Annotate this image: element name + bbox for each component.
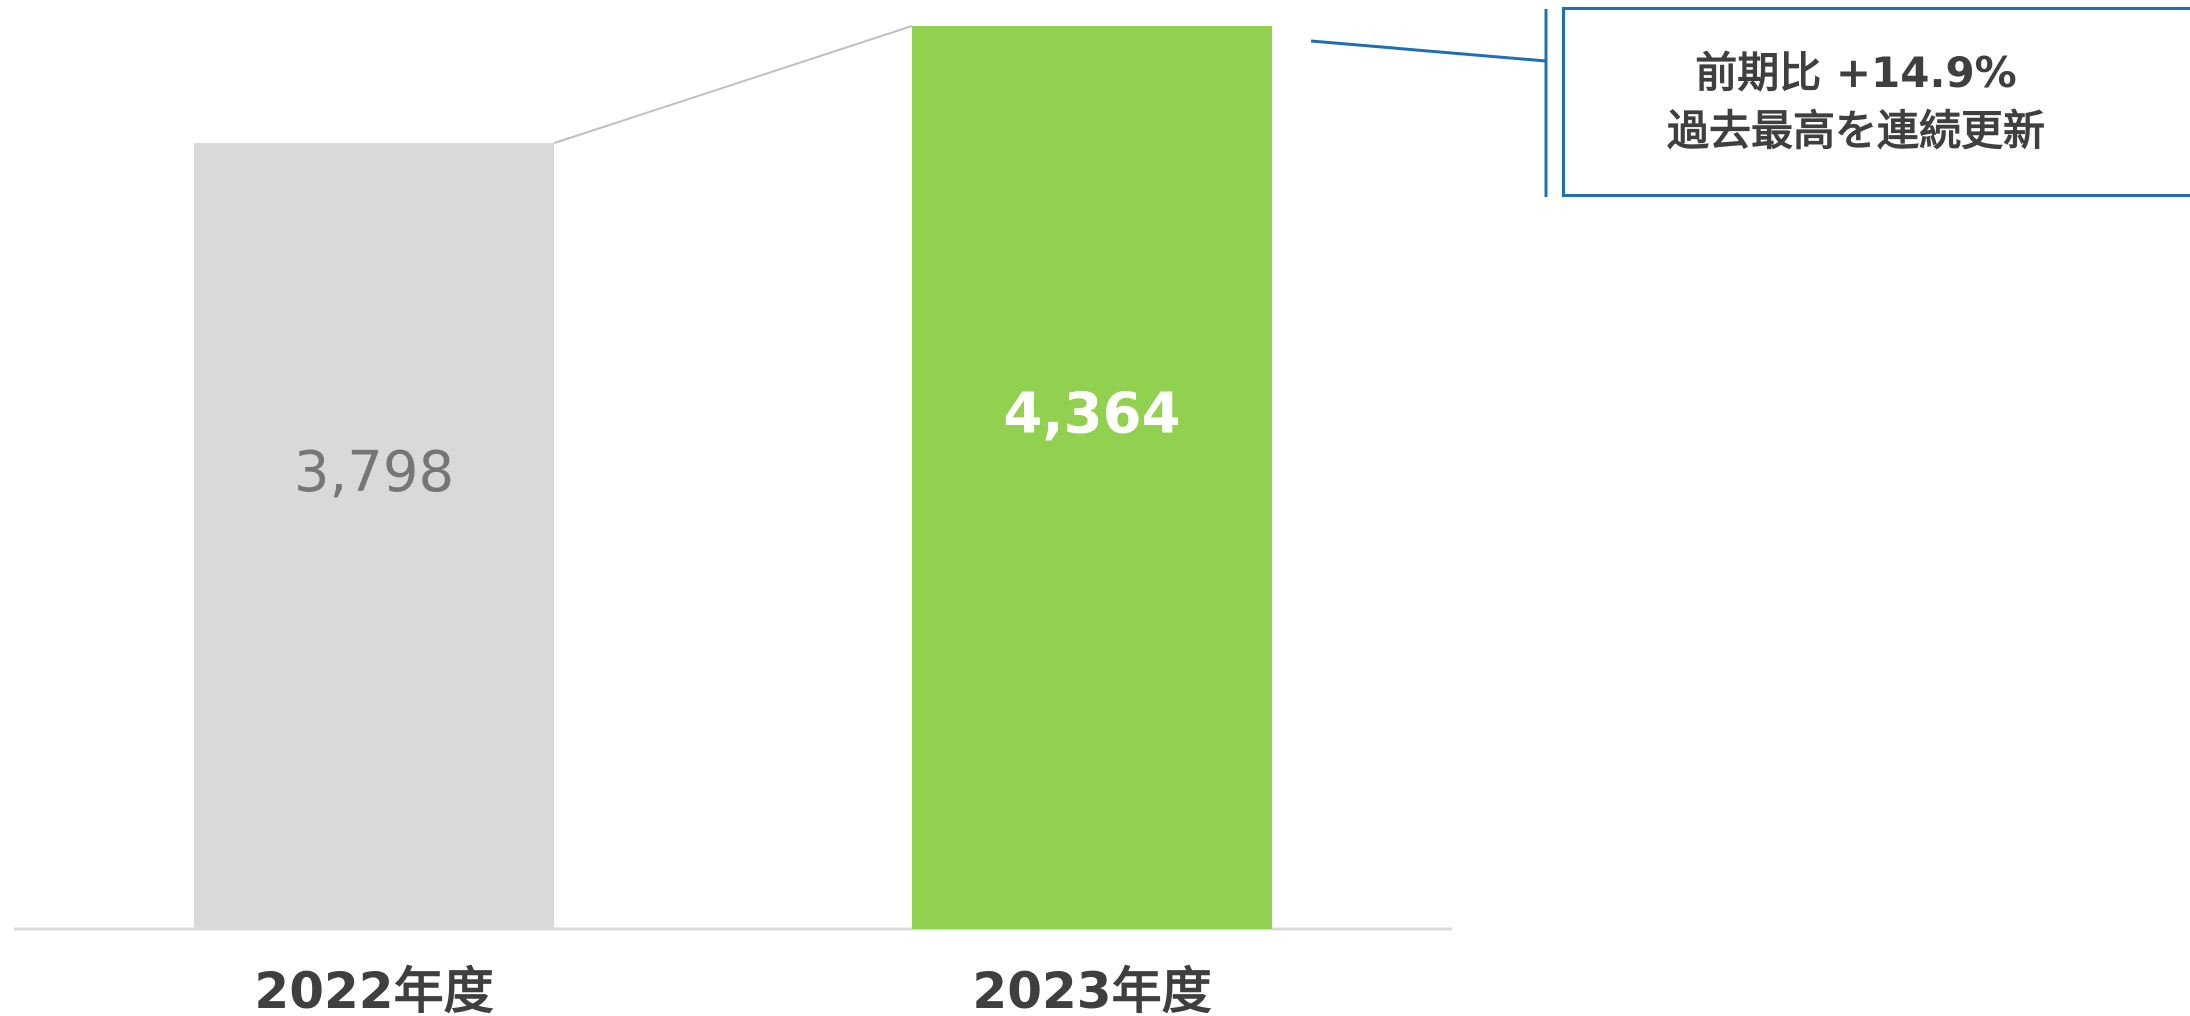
bar-2023年度 — [912, 26, 1272, 929]
category-label-2023年度: 2023年度 — [972, 962, 1211, 1016]
value-label-2023年度: 4,364 — [1003, 382, 1180, 447]
callout-text: 前期比 +14.9% 過去最高を連続更新 — [1562, 7, 2190, 197]
callout-box — [1562, 7, 2190, 197]
callout-line-growth: 前期比 +14.9% — [1695, 48, 2017, 97]
callout-pointer-line — [1310, 39, 1547, 63]
bar-2022年度 — [194, 143, 554, 929]
category-label-2022年度: 2022年度 — [254, 962, 493, 1016]
value-label-2022年度: 3,798 — [294, 440, 454, 505]
callout-line-record: 過去最高を連続更新 — [1666, 106, 2045, 155]
trend-connector-line — [553, 25, 913, 145]
